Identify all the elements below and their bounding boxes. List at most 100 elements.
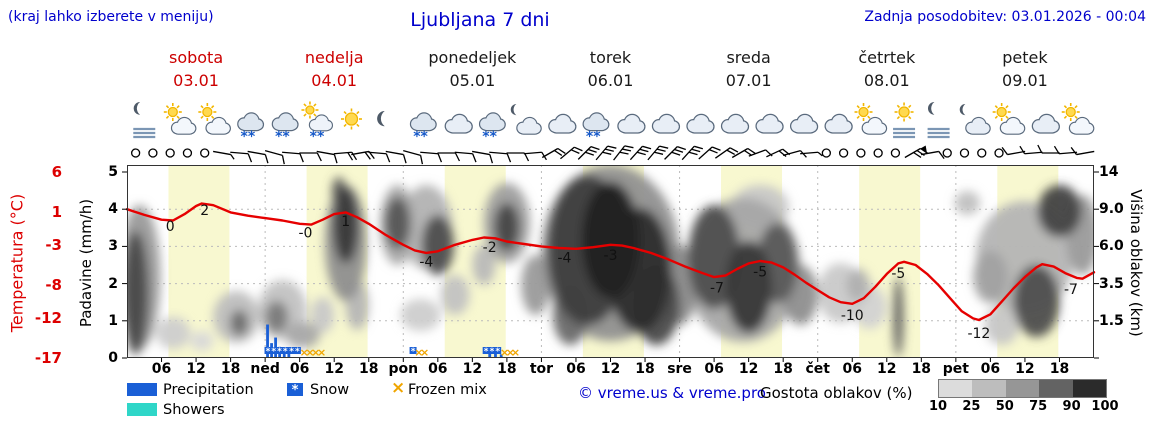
snow-mark-icon: * — [281, 347, 289, 357]
svg-text:*: * — [277, 347, 282, 357]
temperature-value-label: -3 — [604, 248, 618, 264]
wind-barb-icon — [1037, 144, 1060, 154]
x-axis-tick-label: 12 — [600, 361, 621, 377]
wind-calm-icon — [977, 148, 987, 158]
precipitation-tick-label: 3 — [108, 238, 118, 255]
day-name: torek — [589, 48, 632, 67]
x-axis-tick-label: čet — [805, 361, 830, 377]
cloud-snow-icon: ** — [409, 112, 437, 145]
temperature-tick-label: 6 — [51, 163, 62, 181]
cloud-density-tick-label: 25 — [962, 399, 981, 414]
temperature-tick-label: 1 — [51, 203, 62, 222]
legend-showers-label: Showers — [163, 402, 225, 418]
temperature-axis-title: Temperatura (°C) — [7, 193, 27, 333]
cloud-icon — [755, 113, 784, 134]
snow-mark-icon: * — [409, 347, 417, 357]
sun-icon — [340, 108, 362, 130]
wind-barbs-row — [130, 144, 1095, 165]
wind-barb-icon — [333, 151, 358, 161]
svg-text:*: * — [411, 347, 416, 357]
x-axis-tick-label: 06 — [704, 361, 724, 377]
wind-barb-icon — [299, 152, 322, 162]
x-axis-tick-label: 06 — [980, 361, 1001, 377]
wind-barb-icon — [613, 145, 634, 161]
cloud-density-scale-title: Gostota oblakov (%) — [760, 384, 913, 402]
wind-calm-icon — [148, 148, 158, 158]
x-axis-tick-label: 12 — [324, 361, 344, 377]
x-axis-tick-label: 18 — [635, 361, 655, 377]
temperature-value-label: -7 — [710, 280, 724, 296]
wind-barb-icon — [541, 147, 566, 159]
cloud-height-tick-label: 6.0 — [1099, 238, 1124, 255]
precipitation-tick-label: 0 — [108, 350, 118, 366]
wind-barb-icon — [230, 151, 253, 163]
wind-barb-icon — [664, 146, 686, 160]
sun-cloud-icon — [1061, 103, 1095, 135]
wind-calm-icon — [873, 148, 883, 158]
day-date: 04.01 — [311, 71, 358, 90]
sun-cloud-icon — [163, 103, 197, 135]
wind-calm-icon — [942, 148, 952, 158]
cloud-density-field — [127, 165, 1094, 357]
cloud-density-scale-bar — [938, 379, 1107, 398]
frozen-mix-mark-icon: × — [420, 346, 429, 359]
wind-barb-icon — [629, 145, 652, 161]
precipitation-tick-label: 2 — [108, 275, 118, 292]
svg-text:*: * — [490, 347, 495, 357]
wind-barb-icon — [316, 150, 338, 164]
wind-barb-icon — [766, 148, 791, 158]
cloud-icon — [720, 113, 750, 134]
snow-mark-icon: * — [482, 347, 490, 357]
fog-sun-icon — [893, 102, 916, 139]
svg-text:**: ** — [310, 129, 325, 145]
cloud-density-tick-label: 100 — [1091, 399, 1119, 414]
cloud-density-tick-label: 90 — [1062, 399, 1081, 414]
frozen-mix-mark-icon: × — [500, 346, 509, 359]
day-date: 08.01 — [863, 71, 910, 90]
wind-barb-icon — [420, 151, 443, 163]
credit-link[interactable]: © vreme.us & vreme.pro — [578, 384, 766, 402]
day-date: 09.01 — [1002, 71, 1048, 90]
precipitation-tick-label: 1 — [108, 312, 118, 329]
temperature-value-label: -5 — [753, 264, 767, 280]
precipitation-axis-title: Padavine (mm/h) — [77, 198, 95, 328]
svg-text:*: * — [289, 347, 294, 357]
weather-icons-row: ** ** ** ** ** ** — [133, 101, 1095, 145]
page-title: Ljubljana 7 dni — [410, 9, 550, 31]
wind-barb-icon — [1019, 145, 1043, 155]
moon-cloud-icon — [959, 104, 991, 135]
x-axis-tick-label: 06 — [151, 361, 172, 377]
location-hint: (kraj lahko izberete v meniju) — [8, 9, 214, 25]
wind-barb-icon — [282, 151, 304, 163]
wind-barb-icon — [212, 150, 235, 160]
wind-calm-icon — [994, 148, 1004, 158]
svg-text:*: * — [283, 347, 288, 357]
wind-calm-icon — [838, 148, 849, 158]
sun-cloud-icon — [198, 103, 231, 135]
snow-mark-icon: * — [270, 347, 278, 357]
moon-fog-icon — [927, 102, 950, 139]
precipitation-swatch — [127, 383, 157, 396]
moon-cloud-icon — [510, 104, 542, 135]
day-name: četrtek — [858, 48, 916, 67]
wind-barb-icon — [1070, 146, 1095, 156]
wind-barb-icon — [403, 150, 424, 165]
wind-barb-icon — [489, 151, 512, 163]
cloud-icon — [651, 113, 681, 134]
wind-barb-icon — [904, 145, 929, 159]
wind-barb-icon — [454, 151, 477, 163]
svg-text:**: ** — [482, 129, 497, 145]
cloud-icon — [444, 113, 473, 134]
svg-text:**: ** — [413, 129, 428, 145]
temperature-value-label: 0 — [166, 219, 175, 235]
legend-precipitation-label: Precipitation — [163, 382, 254, 398]
snow-swatch-icon — [287, 383, 303, 396]
x-axis-tick-label: pon — [388, 361, 419, 377]
cloud-density-tick-label: 10 — [928, 399, 948, 414]
svg-text:**: ** — [241, 129, 256, 145]
cloud-snow-icon: ** — [237, 112, 265, 145]
legend-frozen-mix-label: Frozen mix — [408, 382, 487, 398]
temperature-line — [125, 202, 1096, 322]
